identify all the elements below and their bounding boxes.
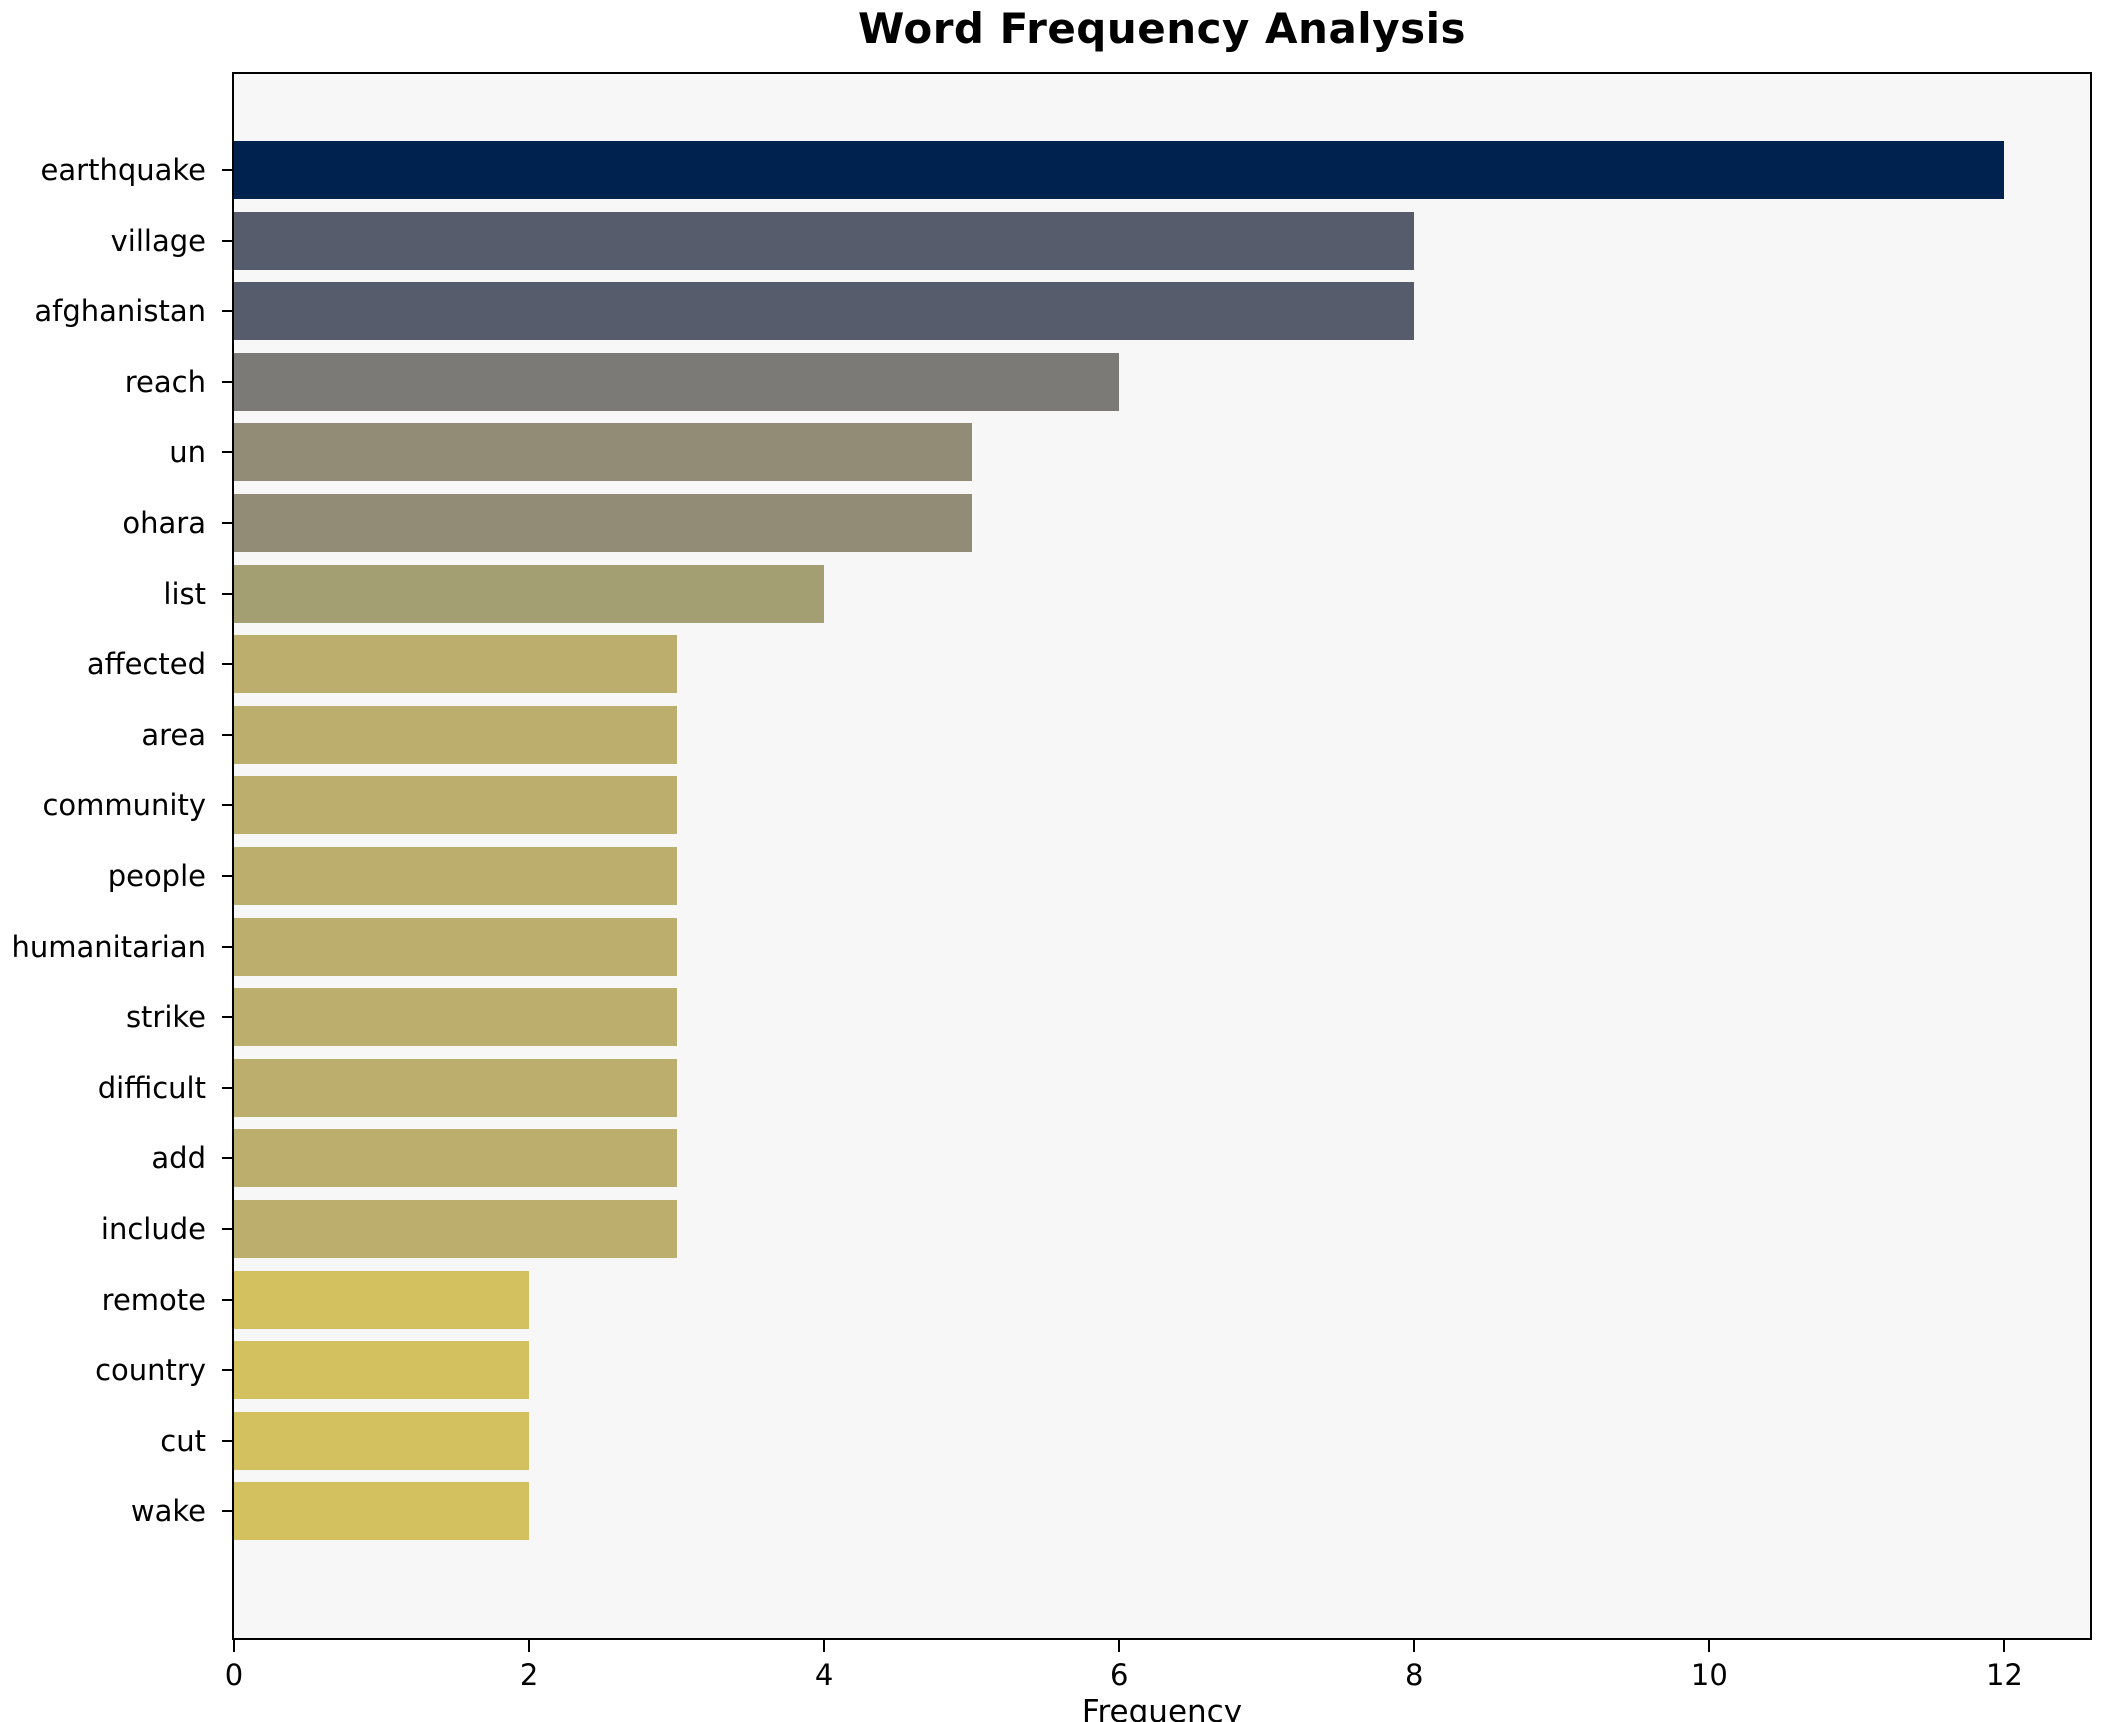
y-tick-mark: [222, 663, 232, 666]
bar-strike: [234, 988, 677, 1047]
y-tick-label-people: people: [107, 859, 206, 893]
x-tick-mark: [823, 1640, 826, 1652]
y-tick-label-ohara: ohara: [122, 506, 206, 540]
y-tick-mark: [222, 451, 232, 454]
y-tick-mark: [222, 239, 232, 242]
x-tick-label-10: 10: [1690, 1658, 1728, 1692]
y-tick-label-difficult: difficult: [97, 1070, 206, 1105]
bar-earthquake: [234, 141, 2005, 199]
y-tick-mark: [222, 1510, 232, 1513]
y-tick-label-area: area: [141, 717, 206, 752]
y-tick-label-wake: wake: [130, 1494, 206, 1529]
y-tick-mark: [222, 592, 232, 595]
x-tick-label-4: 4: [814, 1658, 834, 1692]
y-tick-mark: [222, 733, 232, 736]
bar-cut: [234, 1411, 530, 1470]
y-tick-mark: [222, 945, 232, 948]
bar-remote: [234, 1270, 530, 1329]
y-tick-mark: [222, 875, 232, 877]
y-tick-mark: [222, 169, 232, 171]
bar-reach: [234, 352, 1120, 411]
bar-wake: [234, 1482, 530, 1541]
bar-include: [234, 1200, 677, 1258]
x-tick-mark: [233, 1640, 235, 1652]
y-tick-label-village: village: [110, 223, 206, 258]
bar-un: [234, 423, 972, 482]
y-tick-mark: [222, 1369, 232, 1372]
y-tick-label-affected: affected: [86, 647, 206, 682]
bar-people: [234, 847, 677, 905]
x-tick-mark: [2003, 1640, 2006, 1652]
y-tick-label-country: country: [95, 1353, 206, 1388]
y-tick-label-cut: cut: [160, 1423, 206, 1458]
chart-title: Word Frequency Analysis: [858, 4, 1466, 53]
y-tick-label-community: community: [42, 788, 206, 823]
x-tick-label-8: 8: [1405, 1658, 1424, 1692]
y-tick-mark: [222, 1298, 232, 1301]
bar-ohara: [234, 494, 972, 552]
y-tick-mark: [222, 522, 232, 524]
y-tick-mark: [222, 1086, 232, 1089]
plot-area: [232, 72, 2092, 1640]
y-tick-label-un: un: [169, 435, 206, 470]
bar-village: [234, 211, 1415, 270]
y-tick-mark: [222, 1157, 232, 1160]
bar-afghanistan: [234, 282, 1415, 341]
y-tick-mark: [222, 310, 232, 313]
y-tick-label-afghanistan: afghanistan: [34, 294, 206, 329]
bar-humanitarian: [234, 917, 677, 976]
x-tick-label-2: 2: [519, 1658, 539, 1692]
x-tick-mark: [528, 1640, 531, 1652]
x-tick-mark: [1708, 1640, 1711, 1652]
y-tick-mark: [222, 1439, 232, 1442]
bar-add: [234, 1129, 677, 1188]
bar-affected: [234, 635, 677, 694]
x-tick-mark: [1118, 1640, 1121, 1652]
y-tick-label-include: include: [100, 1212, 206, 1246]
y-tick-label-humanitarian: humanitarian: [11, 929, 207, 964]
bar-community: [234, 776, 677, 835]
y-tick-mark: [222, 1016, 232, 1019]
y-tick-label-reach: reach: [124, 364, 206, 399]
y-tick-mark: [222, 804, 232, 807]
y-tick-label-remote: remote: [101, 1282, 206, 1317]
y-tick-label-strike: strike: [125, 1000, 206, 1035]
bar-difficult: [234, 1058, 677, 1117]
y-tick-mark: [222, 380, 232, 383]
y-tick-label-add: add: [151, 1141, 206, 1176]
y-tick-mark: [222, 1228, 232, 1230]
x-tick-label-12: 12: [1985, 1658, 2023, 1692]
bar-list: [234, 564, 825, 623]
x-axis-label: Frequency: [1081, 1694, 1243, 1722]
y-tick-label-list: list: [163, 576, 206, 611]
x-tick-label-0: 0: [224, 1658, 244, 1692]
x-tick-label-6: 6: [1109, 1658, 1129, 1692]
x-tick-mark: [1413, 1640, 1416, 1652]
bar-area: [234, 705, 677, 764]
bar-country: [234, 1341, 530, 1400]
y-tick-label-earthquake: earthquake: [40, 153, 206, 187]
